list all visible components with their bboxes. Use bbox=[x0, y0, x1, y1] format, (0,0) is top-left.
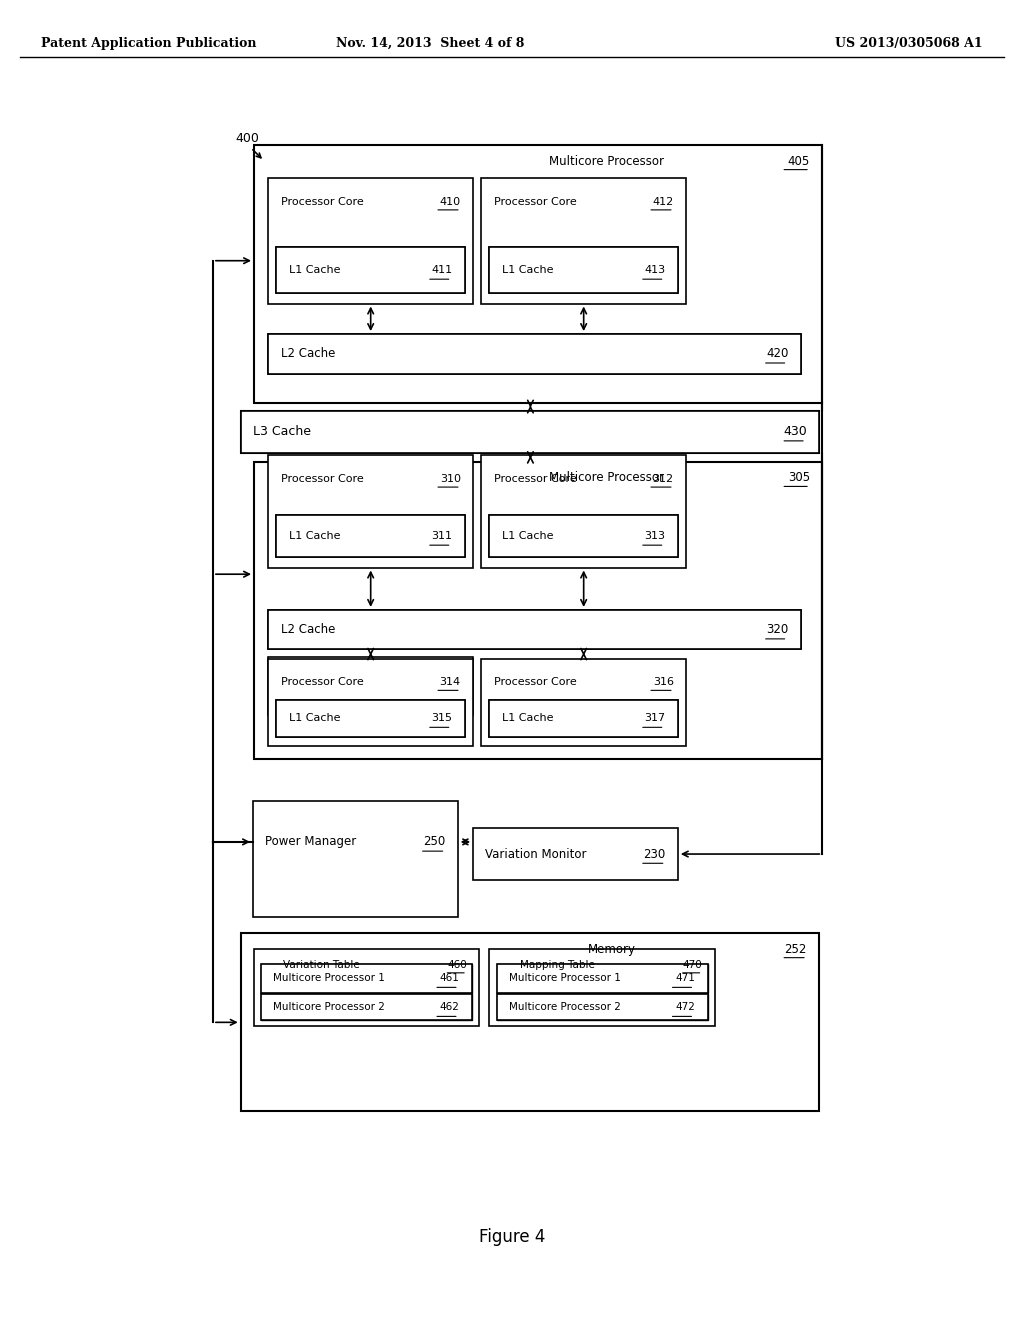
Text: Mapping Table: Mapping Table bbox=[519, 960, 595, 970]
Text: Processor Core: Processor Core bbox=[494, 474, 577, 484]
FancyBboxPatch shape bbox=[276, 700, 465, 737]
Text: US 2013/0305068 A1: US 2013/0305068 A1 bbox=[836, 37, 983, 50]
Text: 315: 315 bbox=[431, 713, 453, 723]
FancyBboxPatch shape bbox=[254, 145, 822, 403]
Text: 400: 400 bbox=[236, 132, 259, 145]
Text: 313: 313 bbox=[644, 531, 666, 541]
Text: 316: 316 bbox=[652, 677, 674, 688]
Text: 320: 320 bbox=[766, 623, 788, 636]
FancyBboxPatch shape bbox=[268, 455, 473, 568]
Text: Processor Core: Processor Core bbox=[494, 197, 577, 207]
FancyBboxPatch shape bbox=[268, 334, 801, 374]
Text: L1 Cache: L1 Cache bbox=[289, 713, 340, 723]
Text: L1 Cache: L1 Cache bbox=[502, 531, 553, 541]
Text: L1 Cache: L1 Cache bbox=[502, 713, 553, 723]
FancyBboxPatch shape bbox=[276, 515, 465, 557]
FancyBboxPatch shape bbox=[261, 964, 472, 993]
FancyBboxPatch shape bbox=[481, 178, 686, 304]
Text: Figure 4: Figure 4 bbox=[479, 1228, 545, 1246]
FancyBboxPatch shape bbox=[268, 657, 473, 715]
Text: 317: 317 bbox=[644, 713, 666, 723]
Text: Multicore Processor 2: Multicore Processor 2 bbox=[509, 1002, 621, 1012]
FancyBboxPatch shape bbox=[489, 515, 678, 557]
Text: 250: 250 bbox=[423, 836, 445, 849]
FancyBboxPatch shape bbox=[489, 700, 678, 737]
FancyBboxPatch shape bbox=[268, 610, 801, 649]
FancyBboxPatch shape bbox=[497, 964, 708, 993]
Text: 410: 410 bbox=[439, 197, 461, 207]
FancyBboxPatch shape bbox=[489, 949, 715, 1026]
Text: Variation Table: Variation Table bbox=[284, 960, 359, 970]
FancyBboxPatch shape bbox=[489, 700, 678, 737]
Text: 413: 413 bbox=[644, 265, 666, 275]
FancyBboxPatch shape bbox=[497, 994, 708, 1020]
Text: Power Manager: Power Manager bbox=[265, 836, 356, 849]
Text: Nov. 14, 2013  Sheet 4 of 8: Nov. 14, 2013 Sheet 4 of 8 bbox=[336, 37, 524, 50]
Text: L3 Cache: L3 Cache bbox=[253, 425, 311, 438]
Text: 312: 312 bbox=[652, 474, 674, 484]
FancyBboxPatch shape bbox=[253, 801, 458, 917]
Text: 411: 411 bbox=[431, 265, 453, 275]
Text: L2 Cache: L2 Cache bbox=[281, 623, 335, 636]
FancyBboxPatch shape bbox=[497, 994, 708, 1020]
FancyBboxPatch shape bbox=[261, 994, 472, 1020]
Text: 430: 430 bbox=[783, 425, 807, 438]
FancyBboxPatch shape bbox=[241, 411, 819, 453]
FancyBboxPatch shape bbox=[276, 700, 465, 737]
Text: 420: 420 bbox=[766, 347, 788, 360]
Text: 252: 252 bbox=[784, 942, 807, 956]
Text: 462: 462 bbox=[440, 1002, 460, 1012]
Text: 305: 305 bbox=[787, 471, 810, 484]
FancyBboxPatch shape bbox=[276, 515, 465, 557]
FancyBboxPatch shape bbox=[261, 994, 472, 1020]
Text: 412: 412 bbox=[652, 197, 674, 207]
FancyBboxPatch shape bbox=[489, 515, 678, 557]
Text: Patent Application Publication: Patent Application Publication bbox=[41, 37, 256, 50]
FancyBboxPatch shape bbox=[254, 949, 479, 1026]
Text: 472: 472 bbox=[676, 1002, 695, 1012]
Text: Memory: Memory bbox=[588, 942, 636, 956]
Text: Multicore Processor 1: Multicore Processor 1 bbox=[273, 973, 385, 983]
FancyBboxPatch shape bbox=[241, 411, 819, 453]
FancyBboxPatch shape bbox=[276, 247, 465, 293]
Text: Processor Core: Processor Core bbox=[494, 677, 577, 688]
FancyBboxPatch shape bbox=[261, 964, 472, 993]
Text: L1 Cache: L1 Cache bbox=[502, 265, 553, 275]
Text: 471: 471 bbox=[676, 973, 695, 983]
Text: Processor Core: Processor Core bbox=[281, 197, 364, 207]
Text: L2 Cache: L2 Cache bbox=[281, 347, 335, 360]
Text: Processor Core: Processor Core bbox=[281, 677, 364, 688]
Text: Multicore Processor: Multicore Processor bbox=[550, 471, 665, 484]
Text: 460: 460 bbox=[447, 960, 467, 970]
Text: 405: 405 bbox=[787, 154, 810, 168]
Text: Multicore Processor 1: Multicore Processor 1 bbox=[509, 973, 621, 983]
FancyBboxPatch shape bbox=[241, 933, 819, 1111]
Text: 314: 314 bbox=[439, 677, 461, 688]
Text: Multicore Processor 2: Multicore Processor 2 bbox=[273, 1002, 385, 1012]
Text: 470: 470 bbox=[683, 960, 702, 970]
FancyBboxPatch shape bbox=[268, 334, 801, 374]
FancyBboxPatch shape bbox=[268, 178, 473, 304]
Text: 230: 230 bbox=[643, 847, 666, 861]
Text: 461: 461 bbox=[440, 973, 460, 983]
Text: 311: 311 bbox=[431, 531, 453, 541]
Text: L1 Cache: L1 Cache bbox=[289, 265, 340, 275]
Text: Processor Core: Processor Core bbox=[281, 474, 364, 484]
FancyBboxPatch shape bbox=[276, 247, 465, 293]
FancyBboxPatch shape bbox=[497, 964, 708, 993]
Text: Variation Monitor: Variation Monitor bbox=[485, 847, 587, 861]
Text: L1 Cache: L1 Cache bbox=[289, 531, 340, 541]
FancyBboxPatch shape bbox=[489, 247, 678, 293]
FancyBboxPatch shape bbox=[268, 659, 473, 746]
FancyBboxPatch shape bbox=[254, 462, 822, 759]
FancyBboxPatch shape bbox=[481, 659, 686, 746]
FancyBboxPatch shape bbox=[481, 455, 686, 568]
FancyBboxPatch shape bbox=[268, 610, 801, 649]
FancyBboxPatch shape bbox=[473, 828, 678, 880]
Text: Multicore Processor: Multicore Processor bbox=[550, 154, 665, 168]
FancyBboxPatch shape bbox=[489, 247, 678, 293]
Text: 310: 310 bbox=[439, 474, 461, 484]
